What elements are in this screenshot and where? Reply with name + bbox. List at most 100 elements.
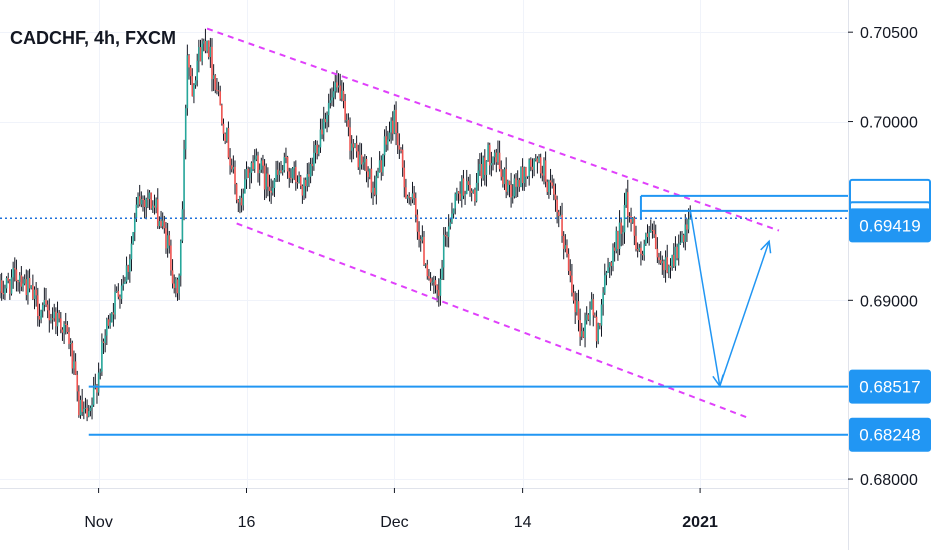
candle-body [314,144,317,153]
candle-body [250,162,253,173]
candle-body [46,304,49,311]
candle-body [152,205,154,209]
candle-body [230,165,233,170]
candle-body [20,275,23,287]
candle-body [92,387,95,405]
candle-body [580,331,583,337]
candle-body [472,189,475,194]
candle-body [48,310,51,321]
candle-body [584,320,586,338]
candle-body [459,193,461,200]
candle-body [630,216,632,223]
candle-body [211,46,213,80]
candle-body [281,169,284,173]
candle-body [439,278,442,296]
candle-body [12,267,14,278]
candle-body [278,170,281,175]
candle-body [102,341,105,344]
candle-body [207,40,210,57]
candle-body [60,318,62,330]
candle-body [74,361,77,375]
candle-body [687,219,690,230]
candle-body [173,283,176,288]
candle-body [30,285,33,289]
candle-body [43,299,46,306]
x-tick-label: Nov [84,514,112,531]
candle-body [189,67,192,77]
candle-body [125,265,128,282]
candle-body [610,262,613,267]
candle-body [631,217,634,223]
candle-body [0,280,1,292]
candle-body [298,176,300,184]
candle-body [571,275,573,293]
candle-body [267,173,269,187]
candle-body [114,291,116,315]
candle-body [2,292,5,295]
candle-body [418,231,420,240]
candle-body [339,85,341,99]
candle-body [556,199,558,213]
candle-body [110,312,113,323]
candle-body [622,232,624,234]
candle-body [452,208,455,214]
candle-body [411,193,414,200]
candle-body [475,182,478,202]
candle-body [322,119,325,135]
candle-body [145,198,148,208]
candle-body [101,341,103,372]
candle-body [184,108,187,150]
candle-body [109,322,111,326]
candles [0,28,692,422]
time-axis: Nov 16 Dec 14 2021 [84,488,718,531]
candle-body [337,85,340,88]
candle-body [613,247,616,251]
candle-body [525,167,527,177]
drawing-line [236,222,750,420]
candle-body [299,176,302,186]
candle-body [193,85,195,97]
candle-body [572,292,575,301]
candle-body [324,119,327,123]
candle-body [25,279,28,296]
candle-body [45,299,47,305]
candle-body [272,188,274,193]
candle-body [521,167,524,184]
candle-body [373,187,376,195]
candle-body [467,181,470,185]
candle-body [429,278,432,283]
candle-body [290,177,292,179]
candle-body [669,265,672,268]
candle-body [64,323,67,325]
candle-body [666,257,669,273]
candle-body [587,314,590,320]
candle-body [229,157,231,166]
candle-body [155,199,157,208]
candle-body [0,280,3,293]
candle-body [156,199,159,227]
candle-body [196,60,199,81]
candle-body [23,279,26,284]
candle-body [135,204,138,219]
candle-body [28,278,31,289]
candle-body [502,176,504,185]
candle-body [602,292,604,305]
candle-body [493,152,496,158]
candle-body [214,75,217,90]
candle-body [413,193,415,199]
candle-body [364,158,366,163]
candle-body [492,157,494,164]
candle-body [209,46,212,57]
candle-body [175,279,177,288]
candle-body [204,41,207,51]
candle-body [566,245,568,254]
candle-body [663,261,665,271]
candle-body [171,270,174,284]
candle-body [158,221,161,227]
candle-body [564,245,567,249]
candle-body [161,220,164,227]
candle-body [464,194,466,196]
candle-body [507,180,509,192]
candle-body [623,204,626,233]
